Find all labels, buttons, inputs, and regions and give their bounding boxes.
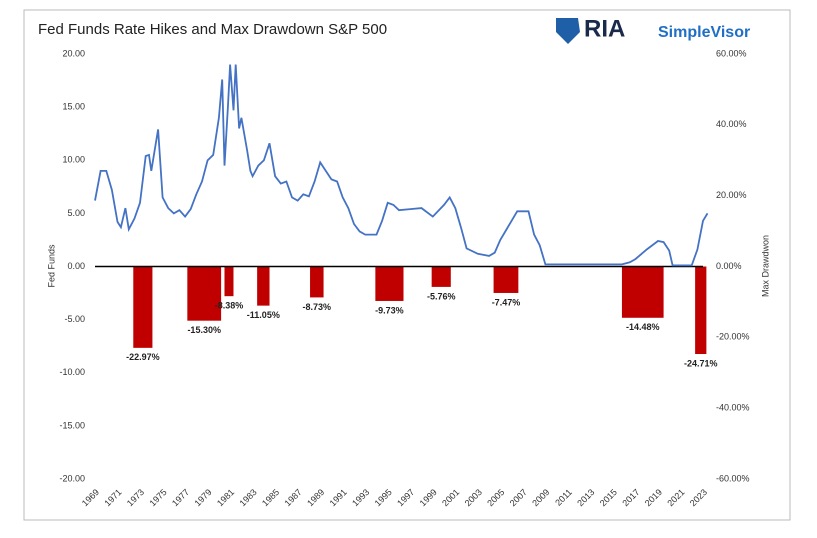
bar	[695, 266, 707, 355]
data-label: -22.97%	[126, 352, 160, 362]
data-label: -24.71%	[684, 358, 718, 368]
y2-tick-label: 60.00%	[716, 48, 747, 58]
bar	[224, 266, 234, 297]
y-tick-label: 20.00	[62, 48, 85, 58]
y2-tick-label: 40.00%	[716, 119, 747, 129]
bar	[257, 266, 270, 306]
y2-tick-label: -60.00%	[716, 473, 750, 483]
y2-tick-label: -40.00%	[716, 403, 750, 413]
bar	[187, 266, 222, 321]
y-tick-label: 0.00	[67, 261, 85, 271]
y-tick-label: 10.00	[62, 155, 85, 165]
data-label: -5.76%	[427, 291, 456, 301]
logo-mark: RIA	[584, 15, 625, 42]
data-label: -15.30%	[187, 325, 221, 335]
chart-title: Fed Funds Rate Hikes and Max Drawdown S&…	[38, 21, 387, 38]
bar	[310, 266, 324, 298]
y-tick-label: -15.00	[59, 420, 85, 430]
bar	[133, 266, 153, 348]
data-label: -14.48%	[626, 322, 660, 332]
data-label: -11.05%	[247, 310, 280, 320]
logo-icon	[556, 18, 580, 44]
y2-axis-title: Max Drawdwon	[760, 235, 770, 297]
y-tick-label: 5.00	[67, 208, 85, 218]
bar	[493, 266, 519, 293]
y2-tick-label: 20.00%	[716, 190, 747, 200]
y-tick-label: -10.00	[59, 367, 85, 377]
line	[94, 64, 709, 267]
data-label: -7.47%	[492, 297, 521, 307]
y-tick-label: 15.00	[62, 102, 85, 112]
data-label: -8.73%	[303, 302, 332, 312]
y2-tick-label: -20.00%	[716, 332, 750, 342]
logo-text: SimpleVisor	[658, 24, 750, 41]
bar	[375, 266, 404, 301]
y-tick-label: -20.00	[59, 473, 85, 483]
chart-frame	[23, 9, 791, 521]
y2-tick-label: 0.00%	[716, 261, 742, 271]
bar	[621, 266, 664, 318]
data-label: -9.73%	[375, 305, 404, 315]
y-axis-title: Fed Funds	[46, 244, 56, 288]
bar	[431, 266, 451, 287]
data-label: -8.38%	[215, 301, 244, 311]
y-tick-label: -5.00	[64, 314, 85, 324]
